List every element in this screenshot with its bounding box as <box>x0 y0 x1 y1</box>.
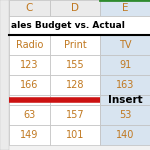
Text: 163: 163 <box>116 80 134 90</box>
Text: Insert: Insert <box>108 95 142 105</box>
Bar <box>100 0 150 16</box>
Bar <box>9 105 50 125</box>
Text: E: E <box>122 3 128 13</box>
Bar <box>50 55 100 75</box>
Text: 155: 155 <box>66 60 84 70</box>
Bar <box>50 75 100 95</box>
Bar <box>9 125 50 145</box>
Bar <box>0 0 9 150</box>
Bar <box>9 0 50 16</box>
Bar <box>50 95 100 105</box>
Text: Print: Print <box>64 40 86 50</box>
Text: 128: 128 <box>66 80 84 90</box>
Text: TV: TV <box>119 40 131 50</box>
Text: 140: 140 <box>116 130 134 140</box>
Text: 53: 53 <box>119 110 131 120</box>
Bar <box>50 0 100 16</box>
Bar <box>9 16 150 35</box>
Bar <box>100 95 150 105</box>
Text: ales Budget vs. Actual: ales Budget vs. Actual <box>11 21 125 30</box>
Bar <box>100 35 150 55</box>
Text: C: C <box>26 3 33 13</box>
Text: 63: 63 <box>23 110 36 120</box>
Text: D: D <box>71 3 79 13</box>
Text: 91: 91 <box>119 60 131 70</box>
Text: 166: 166 <box>20 80 39 90</box>
Bar <box>50 105 100 125</box>
Bar <box>50 35 100 55</box>
Bar <box>100 75 150 95</box>
Bar <box>9 35 50 55</box>
Text: 149: 149 <box>20 130 39 140</box>
Text: 123: 123 <box>20 60 39 70</box>
Text: 157: 157 <box>66 110 84 120</box>
Bar <box>50 125 100 145</box>
Bar <box>100 125 150 145</box>
Bar <box>9 55 50 75</box>
Bar <box>100 105 150 125</box>
Bar <box>100 55 150 75</box>
Text: Radio: Radio <box>16 40 43 50</box>
Bar <box>9 75 50 95</box>
Text: 101: 101 <box>66 130 84 140</box>
Bar <box>9 95 50 105</box>
